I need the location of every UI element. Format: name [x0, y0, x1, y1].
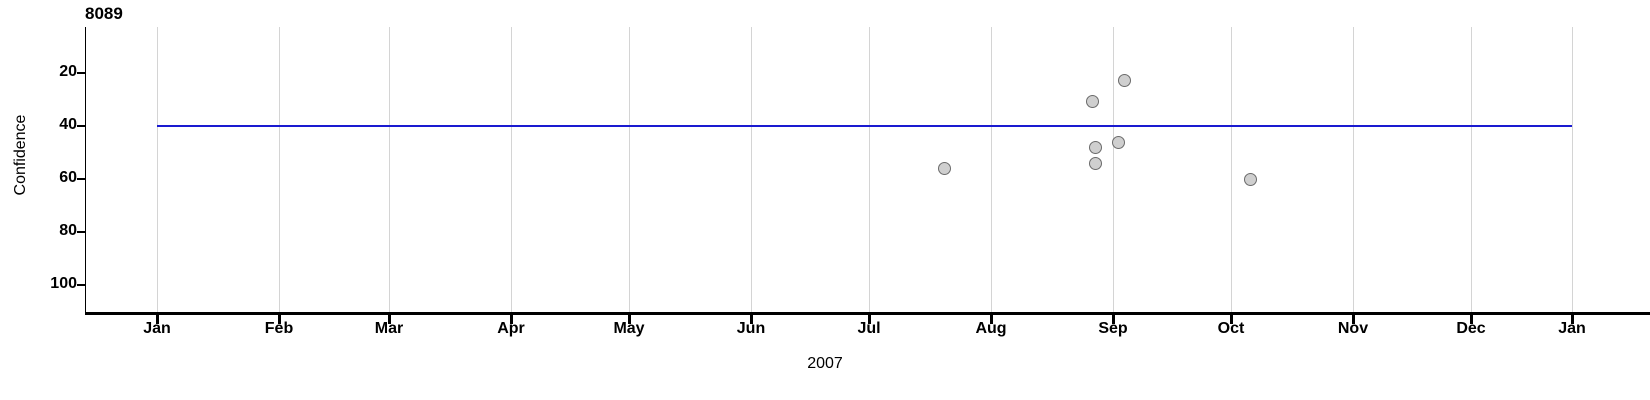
gridline-vertical: [629, 27, 630, 312]
x-tick-label: Apr: [497, 320, 525, 337]
data-point[interactable]: [1243, 172, 1257, 186]
gridline-vertical: [279, 27, 280, 312]
x-tick-mark: [388, 315, 391, 324]
x-tick-mark: [1352, 315, 1355, 324]
plot-panel: [86, 27, 1650, 312]
y-tick-mark: [77, 178, 86, 180]
gridline-vertical: [991, 27, 992, 312]
y-tick-mark: [77, 284, 86, 286]
y-tick-label: 60: [59, 169, 77, 186]
y-tick-mark: [77, 72, 86, 74]
x-tick-mark: [1571, 315, 1574, 324]
y-tick-label: 100: [50, 275, 77, 292]
x-tick-mark: [750, 315, 753, 324]
x-tick-mark: [1230, 315, 1233, 324]
x-axis-line: [85, 312, 1650, 315]
x-tick-label: Aug: [975, 320, 1007, 337]
data-point[interactable]: [1111, 135, 1125, 149]
x-tick-label: Jan: [1558, 320, 1586, 337]
y-axis-label: Confidence: [12, 114, 29, 196]
gridline-vertical: [869, 27, 870, 312]
y-tick-mark: [77, 231, 86, 233]
x-tick-mark: [1112, 315, 1115, 324]
gridline-vertical: [389, 27, 390, 312]
gridline-vertical: [1113, 27, 1114, 312]
x-axis-label: 2007: [807, 355, 843, 372]
y-tick-label: 40: [59, 116, 77, 133]
x-tick-mark: [278, 315, 281, 324]
data-point[interactable]: [937, 161, 951, 175]
y-tick-label: 20: [59, 63, 77, 80]
x-tick-mark: [868, 315, 871, 324]
gridline-vertical: [511, 27, 512, 312]
reference-line: [157, 125, 1572, 127]
x-tick-label: Nov: [1337, 320, 1369, 337]
data-point[interactable]: [1117, 73, 1131, 87]
x-tick-label: Sep: [1098, 320, 1128, 337]
x-tick-label: Jan: [143, 320, 171, 337]
y-tick-label: 80: [59, 222, 77, 239]
x-tick-mark: [1470, 315, 1473, 324]
x-tick-mark: [156, 315, 159, 324]
x-tick-mark: [628, 315, 631, 324]
gridline-vertical: [1353, 27, 1354, 312]
gridline-vertical: [1231, 27, 1232, 312]
y-tick-mark: [77, 125, 86, 127]
gridline-vertical: [751, 27, 752, 312]
x-tick-mark: [510, 315, 513, 324]
x-tick-label: Jun: [736, 320, 766, 337]
data-point[interactable]: [1085, 94, 1099, 108]
x-tick-label: Oct: [1217, 320, 1245, 337]
x-tick-mark: [990, 315, 993, 324]
gridline-vertical: [1572, 27, 1573, 312]
chart-title: 8089: [85, 4, 123, 23]
x-tick-label: Jul: [857, 320, 881, 337]
x-tick-label: May: [613, 320, 645, 337]
gridline-vertical: [1471, 27, 1472, 312]
x-tick-label: Dec: [1456, 320, 1486, 337]
x-tick-label: Mar: [374, 320, 404, 337]
data-point[interactable]: [1088, 156, 1102, 170]
x-tick-label: Feb: [264, 320, 294, 337]
gridline-vertical: [157, 27, 158, 312]
data-point[interactable]: [1088, 140, 1102, 154]
